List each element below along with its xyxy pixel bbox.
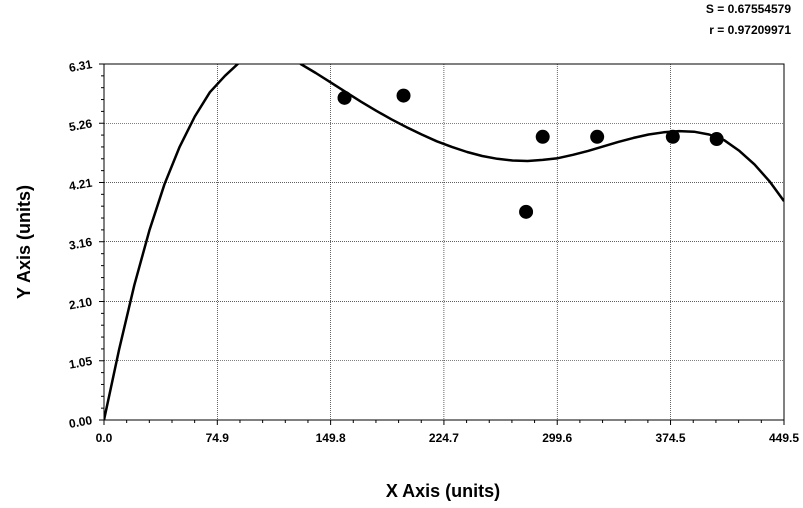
y-tick-label: 6.31 [68,57,94,75]
y-tick-label: 1.05 [68,354,94,372]
x-tick-label: 299.6 [542,431,572,445]
data-points [337,88,724,219]
fit-stat-s: S = 0.67554579 [705,2,791,16]
x-tick-label: 374.5 [656,431,686,445]
x-tick-label: 0.0 [96,431,113,445]
y-tick-label: 5.26 [68,116,94,134]
fit-stat-r: r = 0.97209971 [709,23,791,37]
data-point [396,88,411,103]
y-tick-labels: 0.00 1.05 2.10 3.16 4.21 5.26 6.31 [68,57,94,431]
data-point [337,90,352,105]
y-tick-label: 2.10 [68,295,94,313]
grid [99,63,785,425]
data-point [709,132,724,147]
data-point [535,129,550,144]
data-point [590,129,605,144]
data-point [519,204,534,219]
x-tick-label: 224.7 [429,431,459,445]
x-tick-label: 74.9 [206,431,230,445]
plot-frame [103,63,785,421]
x-tick-labels: 0.0 74.9 149.8 224.7 299.6 374.5 449.5 [96,431,800,445]
y-axis-label: Y Axis (units) [14,185,34,299]
y-tick-label: 0.00 [68,413,94,431]
y-tick-label: 3.16 [68,235,94,253]
x-tick-label: 449.5 [769,431,799,445]
y-tick-label: 4.21 [68,176,94,194]
data-point [665,129,680,144]
x-axis-label: X Axis (units) [386,481,500,501]
x-tick-label: 149.8 [316,431,346,445]
